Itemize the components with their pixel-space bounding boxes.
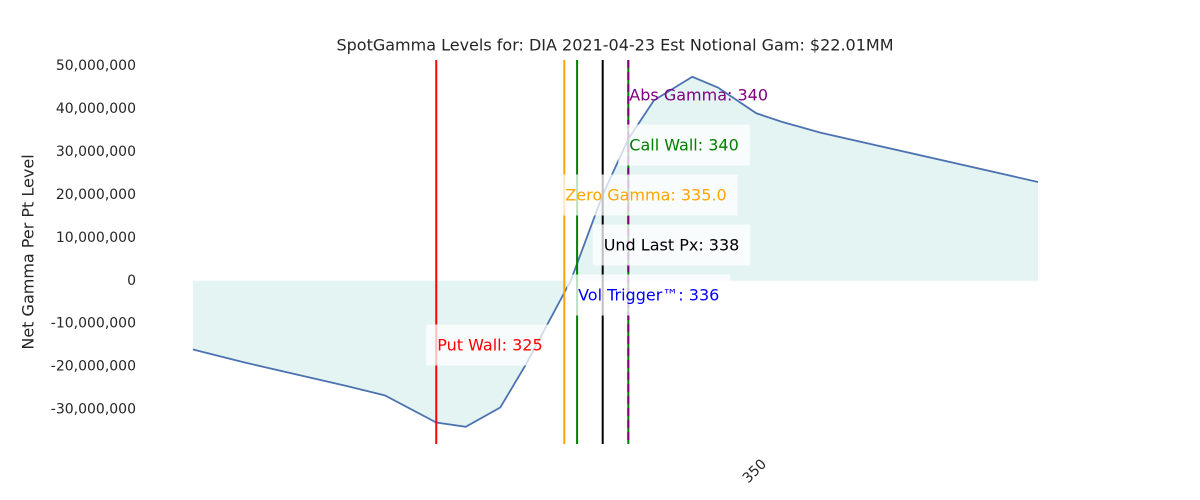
y-tick-label: 50,000,000 xyxy=(56,58,136,74)
level-label: Vol Trigger™: 336 xyxy=(578,286,719,305)
level-annotation: Zero Gamma: 335.0 xyxy=(554,174,738,216)
level-label: Und Last Px: 338 xyxy=(604,236,740,255)
y-tick-label: -20,000,000 xyxy=(51,359,136,375)
line xyxy=(192,75,1039,428)
y-tick-label: 10,000,000 xyxy=(56,230,136,246)
y-axis-label: Net Gamma Per Pt Level xyxy=(19,154,38,349)
y-tick-label: -30,000,000 xyxy=(51,402,136,418)
level-label: Zero Gamma: 335.0 xyxy=(565,186,726,205)
x-tick-label: 350 xyxy=(740,456,770,486)
label-box xyxy=(426,324,554,366)
chart-title: SpotGamma Levels for: DIA 2021-04-23 Est… xyxy=(336,36,893,55)
label-box xyxy=(618,124,750,166)
level-annotation: Abs Gamma: 340 xyxy=(629,86,768,105)
y-tick-label: 40,000,000 xyxy=(56,101,136,117)
y-tick-label: 20,000,000 xyxy=(56,187,136,203)
level-annotation: Vol Trigger™: 336 xyxy=(567,274,731,316)
level-annotation: Und Last Px: 338 xyxy=(592,224,751,266)
level-label: Abs Gamma: 340 xyxy=(629,86,768,105)
level-label: Call Wall: 340 xyxy=(629,136,738,155)
label-box xyxy=(592,224,751,266)
label-box xyxy=(554,174,738,216)
level-annotation: Call Wall: 340 xyxy=(618,124,750,166)
y-tick-label: -10,000,000 xyxy=(51,316,136,332)
label-box xyxy=(567,274,731,316)
level-label: Put Wall: 325 xyxy=(437,336,542,355)
level-annotation: Put Wall: 325 xyxy=(426,324,554,366)
y-tick-label: 30,000,000 xyxy=(56,144,136,160)
y-tick-label: 0 xyxy=(127,273,136,289)
